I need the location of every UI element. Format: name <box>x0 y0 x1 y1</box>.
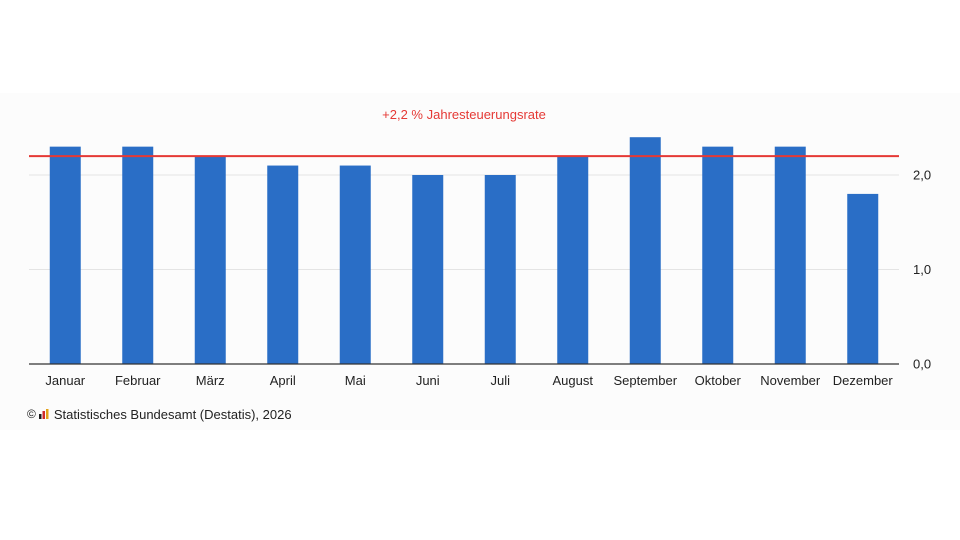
x-tick-label: Juni <box>416 373 440 388</box>
y-tick-label: 1,0 <box>913 262 931 277</box>
x-tick-label: Januar <box>45 373 85 388</box>
x-tick-label: März <box>196 373 225 388</box>
bar-juni <box>412 175 444 364</box>
copyright-symbol: © <box>27 407 36 421</box>
x-tick-label: September <box>613 373 677 388</box>
bar-september <box>629 137 661 364</box>
bar-februar <box>122 146 154 364</box>
bar-dezember <box>847 193 879 364</box>
bars <box>49 137 879 364</box>
destatis-logo-icon <box>38 409 49 419</box>
x-tick-label: April <box>270 373 296 388</box>
bar-mai <box>339 165 371 364</box>
y-tick-label: 0,0 <box>913 357 931 372</box>
x-tick-label: Juli <box>490 373 510 388</box>
reference-line-label: +2,2 % Jahresteuerungsrate <box>382 107 546 122</box>
source-note: © Statistisches Bundesamt (Destatis), 20… <box>27 405 292 423</box>
bar-august <box>557 156 589 364</box>
bar-november <box>774 146 806 364</box>
bar-juli <box>484 175 516 364</box>
bar-april <box>267 165 299 364</box>
x-tick-label: Februar <box>115 373 161 388</box>
x-axis-labels: Januar Februar März April Mai Juni Juli August S… <box>45 373 893 388</box>
x-tick-label: Oktober <box>695 373 742 388</box>
x-tick-label: Mai <box>345 373 366 388</box>
x-tick-label: August <box>553 373 594 388</box>
y-axis-labels: 0,0 1,0 2,0 <box>913 168 931 372</box>
bar-oktober <box>702 146 734 364</box>
bar-januar <box>49 146 81 364</box>
source-text: Statistisches Bundesamt (Destatis), 2026 <box>53 406 292 422</box>
bar-märz <box>194 156 226 364</box>
x-tick-label: November <box>760 373 821 388</box>
y-tick-label: 2,0 <box>913 168 931 183</box>
x-tick-label: Dezember <box>833 373 894 388</box>
gridlines <box>29 174 899 270</box>
